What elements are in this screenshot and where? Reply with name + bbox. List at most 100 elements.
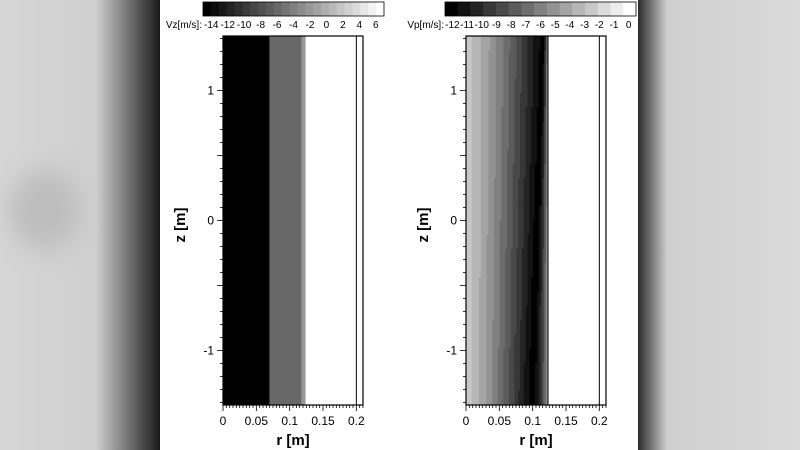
velocity-cell [521, 348, 525, 363]
velocity-cell [521, 50, 525, 65]
velocity-cell [480, 220, 484, 236]
legend-swatch [585, 2, 599, 16]
velocity-cell [516, 121, 519, 136]
velocity-cell [544, 135, 547, 150]
velocity-cell [493, 319, 497, 335]
velocity-cell [486, 334, 489, 349]
velocity-cell [467, 390, 471, 405]
velocity-cell [469, 390, 472, 405]
legend-swatch [321, 2, 330, 16]
velocity-cell [484, 305, 487, 321]
velocity-cell [510, 121, 513, 136]
velocity-cell [479, 362, 482, 378]
velocity-cell [536, 149, 540, 165]
velocity-cell [492, 220, 495, 236]
velocity-cell [527, 206, 530, 221]
velocity-cell [525, 220, 528, 236]
velocity-cell [466, 291, 469, 307]
velocity-cell [488, 319, 491, 335]
y-axis-label: z [m] [415, 208, 432, 243]
velocity-cell [516, 248, 519, 264]
velocity-cell [516, 36, 519, 51]
velocity-cell [514, 36, 517, 51]
velocity-cell [508, 50, 512, 65]
velocity-cell [512, 234, 515, 250]
velocity-cell [503, 50, 506, 65]
velocity-cell [505, 36, 508, 51]
velocity-cell [520, 106, 523, 122]
velocity-cell [467, 277, 471, 292]
velocity-cell [544, 50, 547, 65]
velocity-cell [520, 163, 523, 179]
velocity-cell [520, 248, 523, 264]
velocity-cell [514, 106, 517, 122]
velocity-cell [534, 121, 538, 136]
velocity-cell [521, 121, 525, 136]
velocity-cell [518, 106, 521, 122]
velocity-cell [507, 305, 510, 321]
velocity-cell [503, 92, 506, 108]
legend-swatch [344, 2, 353, 16]
velocity-cell [516, 319, 519, 335]
velocity-cell [508, 277, 512, 292]
velocity-cell [466, 220, 469, 236]
velocity-cell [505, 376, 508, 392]
velocity-cell [492, 149, 495, 165]
velocity-cell [514, 135, 517, 150]
velocity-cell [505, 206, 508, 221]
velocity-cell [518, 248, 521, 264]
velocity-cell [546, 234, 549, 250]
velocity-cell [471, 248, 474, 264]
velocity-cell [492, 263, 495, 278]
velocity-cell [529, 376, 532, 392]
legend-label: Vz[m/s]: [166, 20, 202, 31]
x-axis-label: r [m] [276, 432, 309, 449]
velocity-cell [536, 234, 540, 250]
velocity-cell [518, 135, 521, 150]
velocity-cell [488, 121, 491, 136]
velocity-cell [546, 376, 549, 392]
velocity-cell [486, 234, 489, 250]
velocity-cell [534, 177, 538, 193]
velocity-cell [536, 36, 540, 51]
velocity-cell [534, 92, 538, 108]
velocity-cell [501, 390, 504, 405]
velocity-cell [538, 390, 541, 405]
velocity-cell [527, 163, 530, 179]
velocity-cell [546, 319, 549, 335]
velocity-cell [542, 92, 545, 108]
velocity-cell [497, 376, 500, 392]
velocity-cell [544, 220, 547, 236]
velocity-cell [540, 50, 543, 65]
velocity-cell [534, 163, 538, 179]
velocity-cell [508, 206, 512, 221]
velocity-cell [475, 362, 478, 378]
velocity-cell [514, 92, 517, 108]
velocity-cell [546, 291, 549, 307]
velocity-cell [516, 64, 519, 79]
velocity-cell [507, 362, 510, 378]
velocity-cell [516, 263, 519, 278]
velocity-cell [520, 334, 523, 349]
velocity-cell [482, 220, 486, 236]
velocity-cell [538, 64, 541, 79]
velocity-cell [471, 291, 474, 307]
velocity-cell [534, 234, 538, 250]
velocity-cell [531, 390, 534, 405]
velocity-cell [505, 149, 508, 165]
velocity-cell [501, 78, 504, 94]
velocity-cell [512, 163, 515, 179]
velocity-cell [492, 64, 495, 79]
velocity-cell [490, 121, 493, 136]
velocity-cell [477, 390, 480, 405]
velocity-cell [490, 149, 493, 165]
velocity-cell [520, 135, 523, 150]
x-axis-label: r [m] [519, 432, 552, 449]
velocity-cell [479, 319, 482, 335]
velocity-cell [544, 149, 547, 165]
velocity-cell [473, 36, 476, 51]
velocity-cell [527, 192, 530, 207]
velocity-cell [527, 92, 530, 108]
velocity-cell [473, 135, 476, 150]
velocity-cell [495, 277, 499, 292]
